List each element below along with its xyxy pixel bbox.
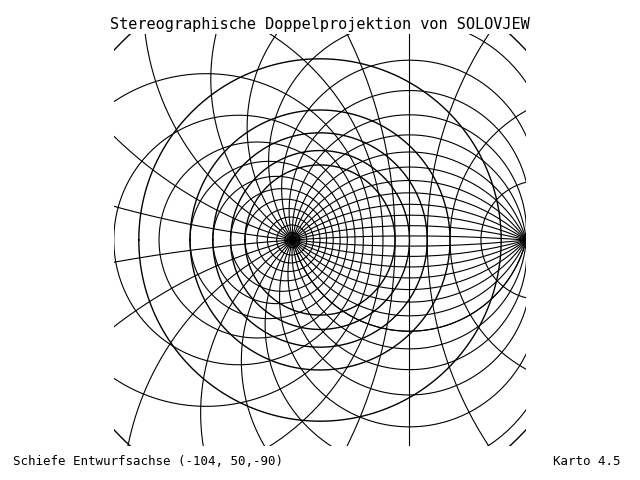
Text: Schiefe Entwurfsachse (-104, 50,-90): Schiefe Entwurfsachse (-104, 50,-90) xyxy=(13,455,283,468)
Text: Karto 4.5: Karto 4.5 xyxy=(554,455,621,468)
Text: Stereographische Doppelprojektion von SOLOVJEW: Stereographische Doppelprojektion von SO… xyxy=(110,17,530,32)
